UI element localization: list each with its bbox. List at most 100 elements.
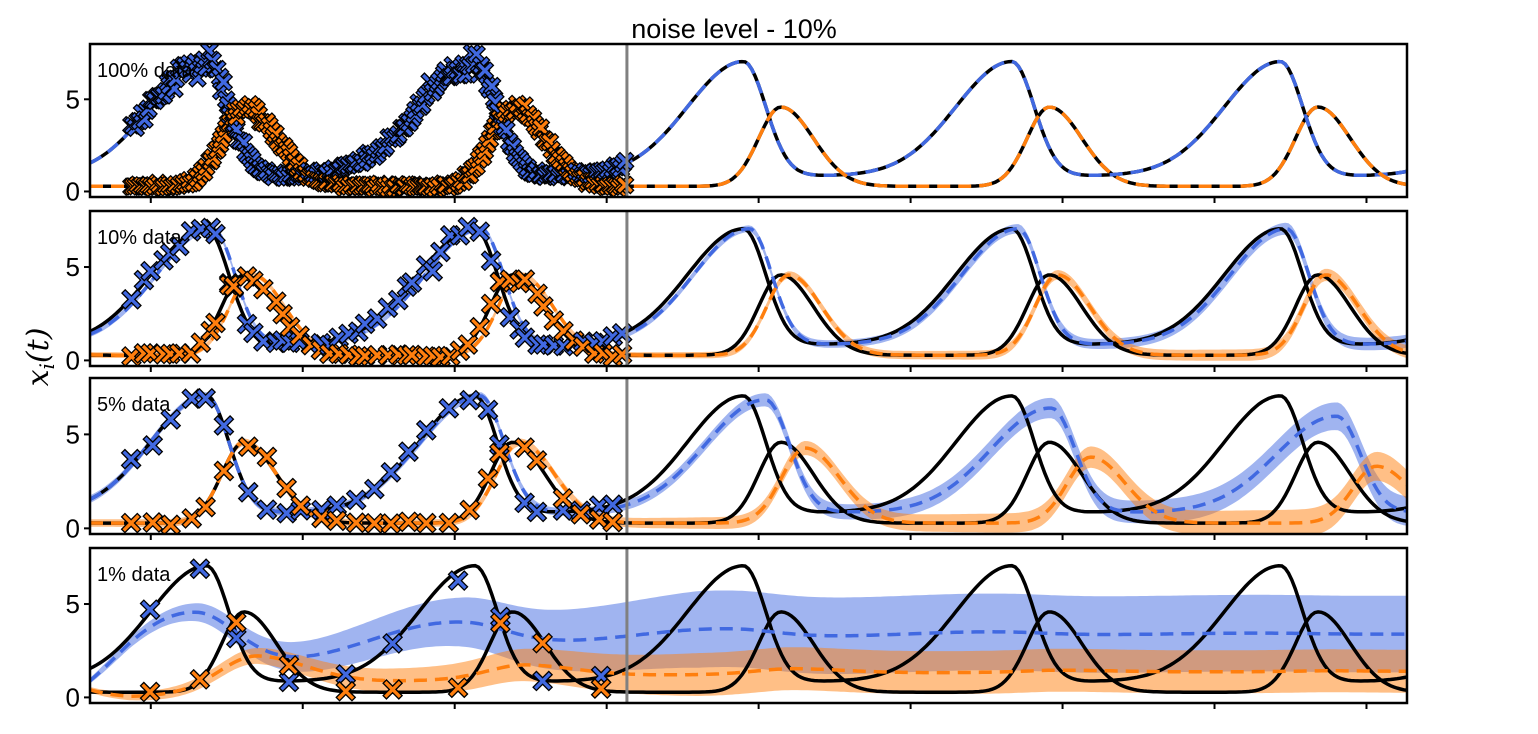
series-2-observation	[195, 496, 217, 518]
series-1-observation	[276, 502, 298, 524]
series-2-observation	[272, 303, 294, 325]
series-1-observation	[181, 388, 203, 410]
series-1-observation	[429, 241, 451, 263]
series-1-observation	[189, 558, 211, 580]
series-1-observation	[532, 670, 554, 692]
series-1-observation	[213, 415, 235, 436]
series-2-observation	[139, 681, 161, 703]
series-1-observation	[422, 260, 444, 282]
series-1-observation	[475, 61, 495, 81]
y-axis-label-sub: i	[35, 363, 59, 369]
series-1-observation	[480, 250, 502, 272]
series-1-observation	[382, 633, 404, 654]
series-2-observation	[213, 460, 235, 482]
series-1-observation	[363, 478, 385, 500]
series-2-observation	[447, 677, 469, 699]
y-tick-label: 0	[66, 682, 80, 712]
series-2-observation	[189, 668, 211, 690]
series-2-observation	[602, 511, 624, 533]
series-1-observation	[602, 494, 624, 516]
series-2-true-line	[90, 610, 1407, 694]
y-tick-label: 5	[66, 589, 80, 619]
series-2-predicted-line	[90, 654, 1407, 698]
series-1-observation	[326, 495, 348, 517]
series-2-observation	[382, 679, 404, 700]
y-axis-label: xi(t)	[21, 328, 59, 387]
series-2-observation	[570, 503, 592, 525]
y-tick-label: 0	[66, 513, 80, 543]
series-2-predicted-line	[90, 105, 1407, 189]
series-2-observation	[469, 316, 491, 338]
panel-frame	[88, 209, 1409, 368]
series-2-observation	[181, 507, 203, 529]
series-2-observation	[526, 450, 548, 471]
series-2-observation	[514, 269, 536, 291]
series-2-observation	[415, 512, 437, 534]
series-1-observation	[139, 599, 161, 621]
series-2-observation	[488, 442, 510, 464]
series-1-predicted-line	[90, 394, 1407, 514]
series-1-observation	[335, 664, 357, 685]
panel-label: 1% data	[97, 564, 171, 586]
series-1-predicted-line	[90, 227, 1407, 346]
series-1-observation	[345, 489, 367, 511]
series-1-observation	[459, 389, 481, 411]
observations	[121, 44, 635, 197]
series-2-observation	[438, 512, 460, 534]
series-2-observation	[278, 654, 300, 676]
series-2-observation	[335, 680, 357, 702]
observations	[120, 387, 624, 534]
y-tick-label: 5	[66, 252, 80, 282]
series-1-observation	[514, 327, 536, 349]
series-1-predicted-line	[90, 59, 1407, 177]
y-tick-label: 5	[66, 419, 80, 449]
series-1-observation	[447, 570, 469, 592]
series-2-observation	[345, 512, 367, 534]
series-2-observation	[237, 436, 259, 458]
panels-layer: 0 5 100% data 0 5 10% data 0 5 5% data 0 5 1% data	[66, 42, 1409, 712]
series-2-observation	[459, 499, 481, 521]
panel-frame	[88, 42, 1409, 199]
y-axis-label-arg: (t)	[21, 328, 56, 363]
panel-plot-area	[90, 558, 1407, 703]
panel-frame	[88, 376, 1409, 536]
series-2-observation	[256, 446, 278, 468]
series-2-uncertainty-band	[90, 438, 1407, 534]
observations	[120, 216, 633, 366]
series-2-observation	[120, 512, 142, 534]
series-1-observation	[256, 499, 278, 521]
series-2-observation	[311, 507, 332, 529]
series-1-observation	[195, 387, 217, 409]
series-1-observation	[415, 419, 437, 441]
series-2-observation	[590, 678, 612, 699]
panel-2: 0 5 10% data	[66, 209, 1409, 375]
series-1-observation	[401, 272, 423, 293]
series-1-observation	[168, 235, 190, 257]
series-2-observation	[363, 512, 385, 534]
series-1-observation	[120, 288, 142, 310]
series-1-observation	[160, 408, 182, 430]
series-2-observation	[615, 175, 635, 195]
panel-frame	[88, 546, 1409, 705]
series-2-observation	[480, 293, 502, 315]
series-1-observation	[477, 399, 499, 421]
series-1-observation	[526, 501, 548, 523]
series-2-observation	[527, 283, 548, 305]
y-tick-label: 0	[66, 176, 80, 206]
panel-label: 5% data	[97, 394, 171, 416]
series-1-predicted-line	[90, 610, 1407, 683]
series-1-observation	[590, 665, 612, 687]
series-2-observation	[326, 510, 348, 532]
series-2-observation	[477, 468, 499, 489]
series-1-observation	[467, 44, 487, 64]
series-2-observation	[265, 291, 287, 313]
series-2-observation	[514, 437, 536, 459]
series-2-observation	[380, 513, 402, 534]
chart-title: noise level - 10%	[631, 14, 837, 44]
series-2-observation	[552, 487, 574, 509]
series-2-observation	[142, 512, 164, 533]
series-2-observation	[398, 511, 419, 533]
observations	[139, 558, 612, 703]
series-1-observation	[398, 441, 419, 463]
